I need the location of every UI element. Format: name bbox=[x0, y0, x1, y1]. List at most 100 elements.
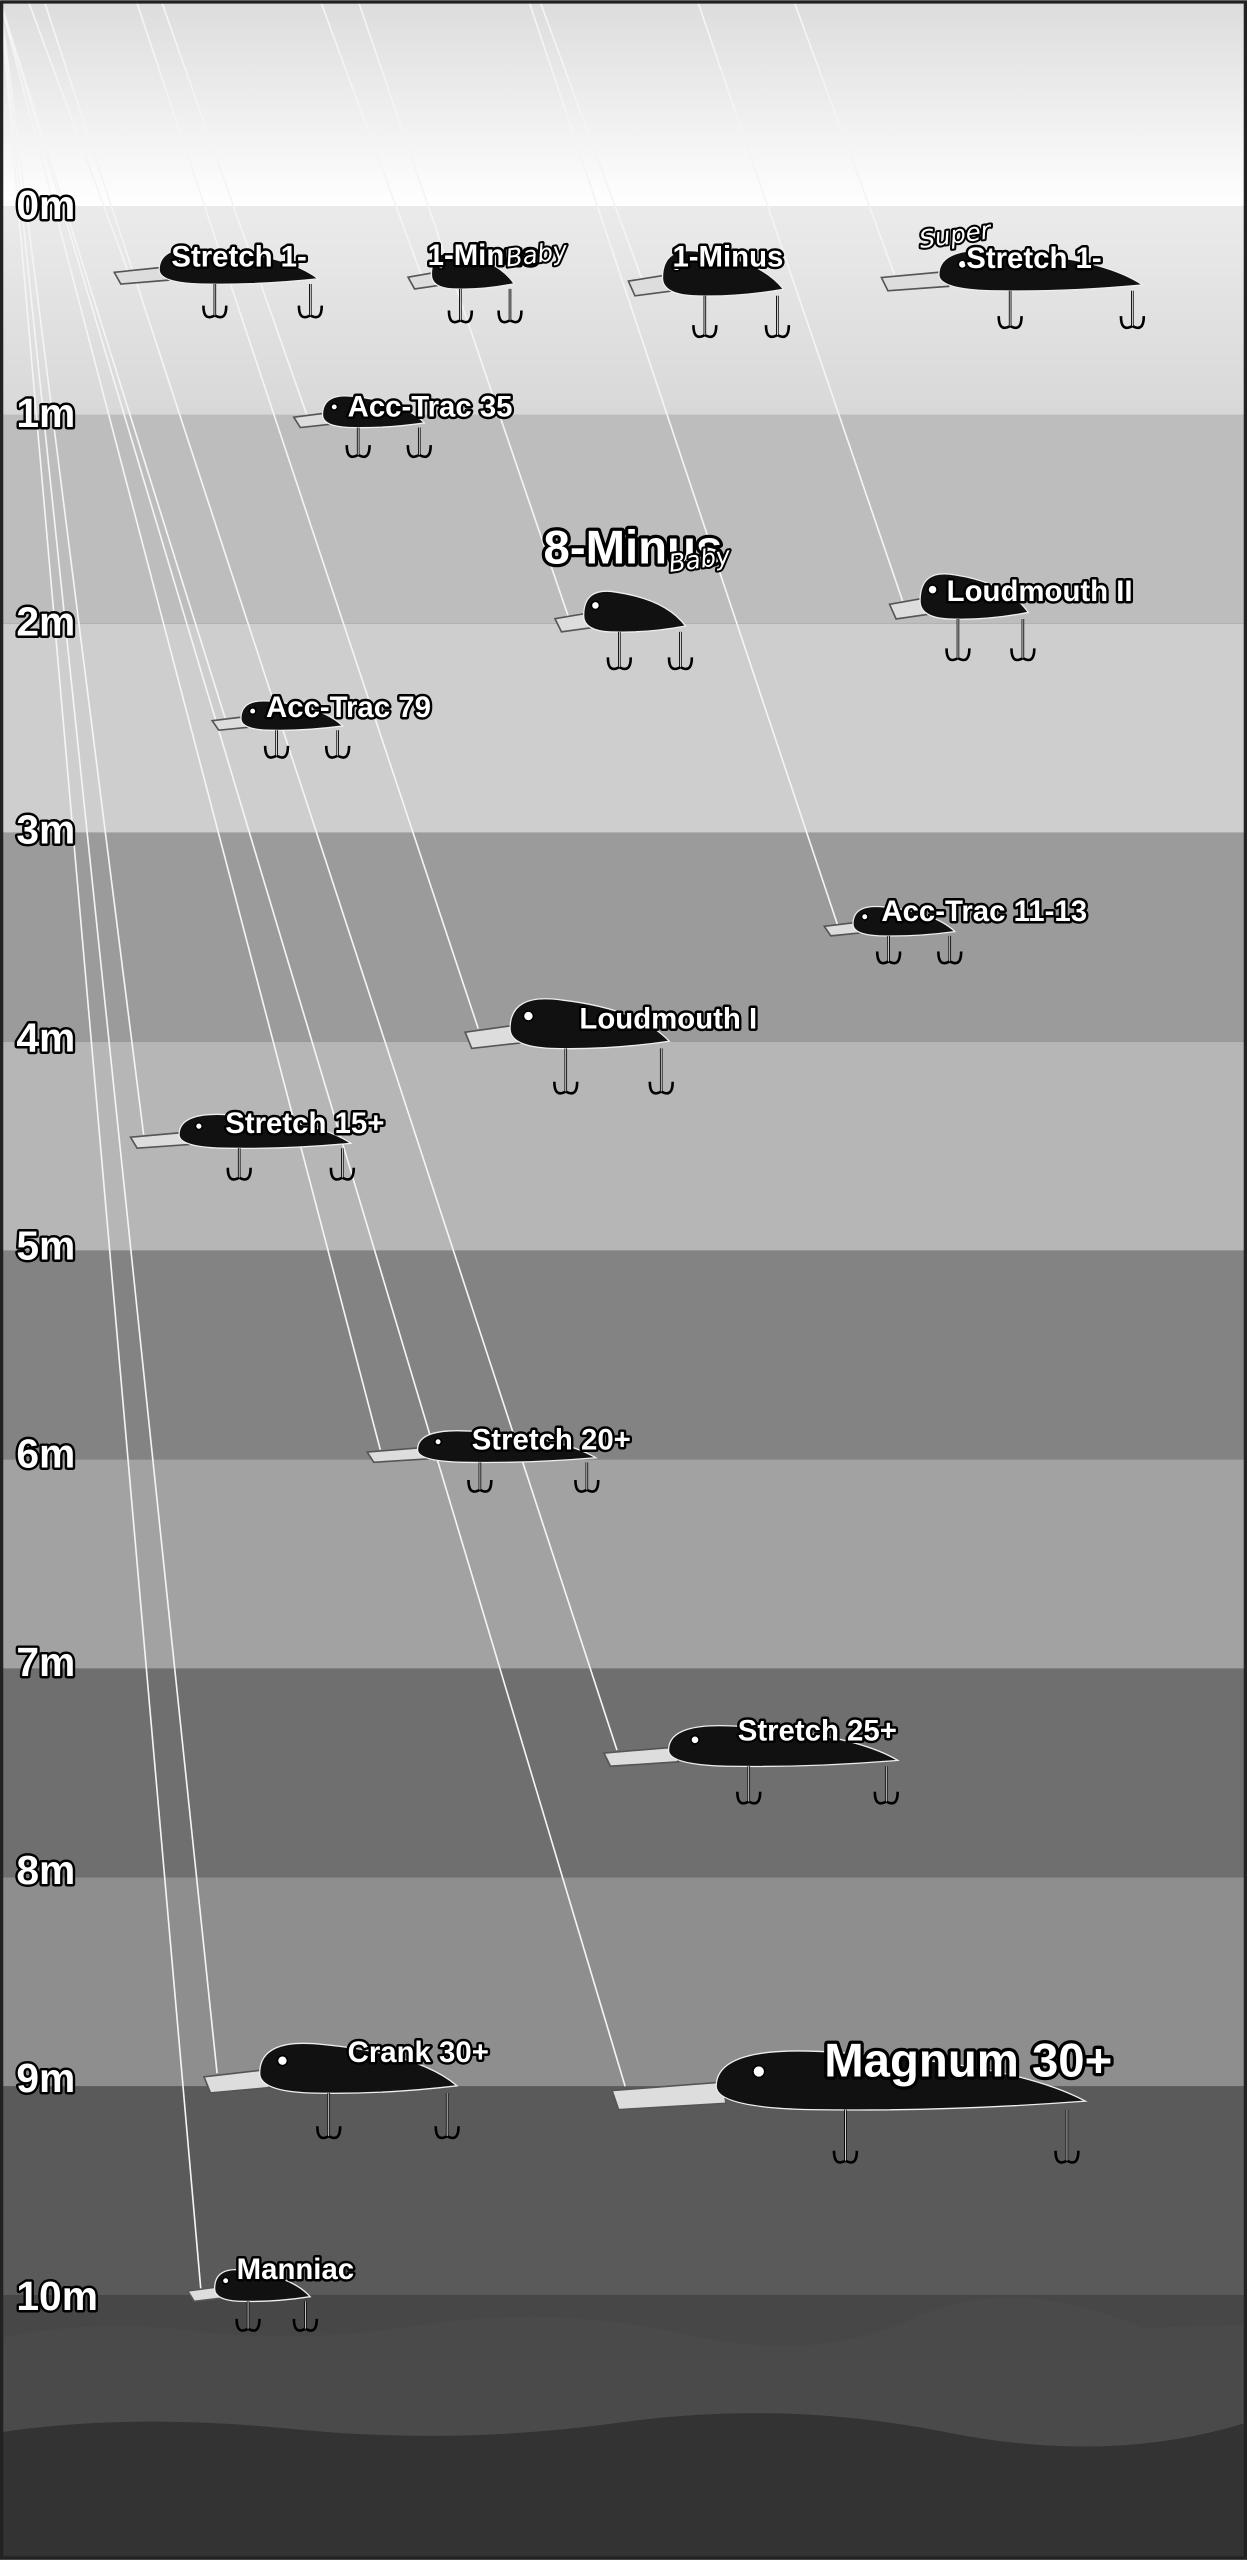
lure-body bbox=[509, 998, 671, 1050]
depth-band bbox=[0, 2086, 1247, 2296]
lure-eye bbox=[330, 402, 339, 412]
depth-band bbox=[0, 1668, 1247, 1878]
lure-name: 1-Minus bbox=[428, 239, 539, 272]
lure-lip bbox=[365, 1446, 429, 1464]
fishing-line bbox=[319, 0, 422, 275]
lure-eye bbox=[522, 1010, 535, 1022]
lure-suffix: Baby bbox=[667, 541, 733, 578]
lure: Loudmouth I bbox=[464, 998, 760, 1095]
fishing-line bbox=[357, 0, 569, 616]
fishing-line bbox=[538, 0, 643, 279]
lure-body bbox=[715, 2050, 1088, 2111]
lure-eye bbox=[957, 259, 968, 270]
lure-eye bbox=[276, 2054, 289, 2067]
lure-name: 1-Minus bbox=[672, 240, 783, 273]
lure-name: Loudmouth I bbox=[579, 1003, 757, 1036]
lure-name: Stretch 20+ bbox=[472, 1424, 631, 1457]
depth-label: 8m bbox=[16, 1847, 75, 1893]
lure: Stretch 1-Super bbox=[880, 213, 1146, 330]
fishing-line bbox=[0, 0, 227, 719]
lure-lip bbox=[129, 1131, 190, 1150]
lure: Loudmouth II bbox=[888, 573, 1135, 662]
seabed-floor bbox=[0, 2413, 1247, 2560]
lure-lip bbox=[880, 270, 950, 292]
lure-name: Acc-Trac 11-13 bbox=[881, 895, 1087, 928]
lure-name: Manniac bbox=[237, 2253, 354, 2286]
lure-body bbox=[667, 1724, 900, 1768]
lure-body bbox=[178, 1113, 353, 1150]
lure-name: 8-Minus bbox=[544, 521, 723, 574]
lure-name: Magnum 30+ bbox=[824, 2035, 1112, 2088]
depth-label: 0m bbox=[16, 182, 75, 228]
lure-eye bbox=[173, 256, 182, 266]
lure-eye bbox=[671, 261, 682, 272]
depth-label: 9m bbox=[16, 2055, 75, 2101]
fishing-line bbox=[0, 0, 382, 1450]
lure-lip bbox=[202, 2068, 271, 2094]
lure: Crank 30+ bbox=[202, 2033, 491, 2140]
lure: Stretch 25+ bbox=[602, 1712, 900, 1805]
lure-eye bbox=[221, 2276, 230, 2285]
lure: Acc-Trac 11-13 bbox=[822, 892, 1090, 965]
depth-label: 10m bbox=[16, 2273, 98, 2319]
fishing-line bbox=[0, 0, 218, 2074]
lure: Magnum 30+ bbox=[610, 2031, 1116, 2164]
lure-eye bbox=[436, 260, 446, 270]
lure-body bbox=[661, 250, 785, 297]
lure-body bbox=[430, 252, 516, 290]
lure-body bbox=[938, 249, 1145, 292]
depth-labels: 0m 1m 2m 3m 4m 5m 6m 7m 8m 9m 10m bbox=[14, 180, 101, 2322]
lure-eye bbox=[248, 707, 257, 716]
lure-eye bbox=[860, 912, 869, 921]
lure: 1-Minus bbox=[627, 238, 791, 339]
depth-band bbox=[0, 206, 1247, 415]
fishing-line bbox=[0, 0, 145, 1135]
lure-name: Loudmouth II bbox=[947, 575, 1133, 608]
lure: Stretch 20+ bbox=[365, 1421, 633, 1493]
lure-eye bbox=[927, 584, 938, 595]
depth-label: 4m bbox=[16, 1014, 75, 1060]
lure-body bbox=[213, 2269, 312, 2303]
lure-body bbox=[321, 395, 426, 429]
surface bbox=[0, 0, 1247, 207]
lure-name: Stretch 1- bbox=[171, 240, 306, 273]
lure-name: Stretch 25+ bbox=[738, 1714, 897, 1747]
fishing-line bbox=[160, 0, 308, 416]
lure-eye bbox=[752, 2064, 766, 2079]
depth-band bbox=[0, 1041, 1247, 1251]
lure-eye bbox=[194, 1121, 204, 1131]
lure-body bbox=[852, 905, 957, 937]
lure-name: Acc-Trac 79 bbox=[266, 691, 431, 724]
lure-eye bbox=[434, 1437, 443, 1446]
fishing-lines bbox=[0, 0, 904, 2289]
lure-name: Stretch 1- bbox=[966, 242, 1101, 275]
depth-label: 5m bbox=[16, 1223, 75, 1269]
lure-name: Stretch 15+ bbox=[225, 1107, 384, 1140]
fishing-line bbox=[0, 0, 202, 2289]
lure-lip bbox=[602, 1746, 680, 1768]
depth-band bbox=[0, 414, 1247, 624]
lure-eye bbox=[590, 600, 601, 611]
lure-body bbox=[919, 573, 1030, 620]
fishing-line bbox=[527, 0, 839, 925]
lure-eye bbox=[690, 1734, 700, 1745]
depth-band bbox=[0, 832, 1247, 1042]
fishing-line bbox=[792, 0, 896, 275]
lure-body bbox=[583, 590, 687, 633]
depth-label: 2m bbox=[16, 598, 75, 644]
depth-band bbox=[0, 623, 1247, 833]
lure: Acc-Trac 79 bbox=[210, 688, 433, 759]
lure-body bbox=[416, 1430, 598, 1464]
lure-body bbox=[259, 2042, 459, 2094]
fishing-line bbox=[696, 0, 904, 602]
lure-lip bbox=[610, 2081, 727, 2111]
depth-band bbox=[0, 1459, 1247, 1669]
lure: Stretch 15+ bbox=[129, 1105, 387, 1181]
lure: Acc-Trac 35 bbox=[292, 388, 515, 459]
lure: Manniac bbox=[186, 2250, 357, 2332]
